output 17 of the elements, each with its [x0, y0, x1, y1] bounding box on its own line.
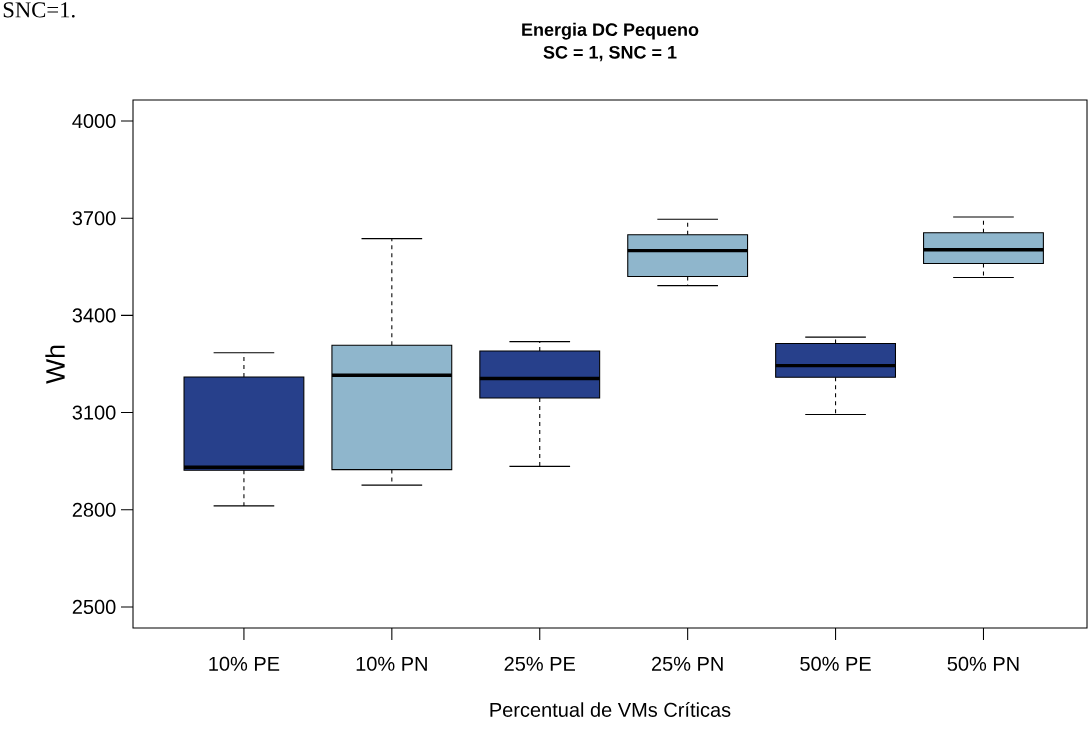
x-tick-label: 10% PN — [356, 656, 427, 671]
y-tick-label: 3700 — [72, 211, 116, 226]
text: SNC=1. — [3, 2, 75, 18]
x-tick-label: 50% PE — [800, 656, 871, 671]
x-tick-label: 10% PE — [209, 656, 280, 671]
x-tick-label: 25% PE — [504, 656, 575, 671]
x-axis-title: Percentual de VMs Críticas — [490, 702, 731, 717]
y-axis-title: Wh — [45, 345, 65, 384]
y-tick-label: 3100 — [72, 405, 116, 420]
x-tick-label: 50% PN — [947, 656, 1019, 671]
y-tick-label: 2500 — [72, 599, 116, 615]
x-tick-label: 25% PN — [651, 656, 723, 671]
y-tick-label: 4000 — [72, 113, 116, 129]
y-tick-label: 2800 — [72, 502, 116, 517]
y-tick-label: 3400 — [72, 308, 116, 323]
chart-title: Energia DC Pequeno — [522, 22, 699, 40]
chart-subtitle: SC = 1, SNC = 1 — [543, 45, 677, 62]
